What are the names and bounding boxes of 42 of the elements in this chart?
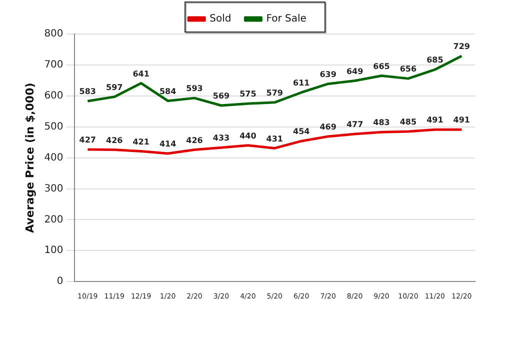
y-tick-label: 400: [44, 152, 64, 164]
data-label: 611: [293, 78, 310, 88]
data-label: 649: [346, 66, 364, 76]
data-label: 440: [240, 132, 257, 140]
data-label: 639: [320, 70, 337, 79]
data-label: 584: [159, 86, 177, 96]
data-label: 433: [212, 134, 230, 143]
data-label: 491: [453, 116, 470, 125]
data-label: 569: [212, 92, 230, 101]
data-label: 729: [453, 42, 470, 52]
y-tick-label: 100: [44, 245, 64, 256]
y-axis-title: Average Price (in $,000): [23, 82, 36, 233]
data-label: 685: [426, 56, 444, 65]
data-label: 593: [186, 84, 203, 94]
legend-label: Sold: [210, 14, 232, 25]
data-label: 483: [373, 118, 390, 128]
data-label: 426: [186, 136, 204, 145]
legend-label: For Sale: [266, 14, 306, 25]
data-label: 579: [266, 88, 284, 98]
y-tick-label: 0: [56, 276, 64, 288]
data-label: 641: [132, 69, 150, 78]
data-label: 491: [426, 116, 444, 125]
data-label: 665: [373, 62, 390, 71]
data-label: 454: [293, 127, 310, 136]
data-label: 656: [400, 64, 417, 74]
data-label: 597: [106, 82, 123, 92]
y-tick-label: 800: [44, 28, 64, 40]
data-label: 421: [132, 137, 150, 146]
data-label: 583: [79, 87, 96, 96]
data-label: 485: [400, 118, 417, 127]
data-label: 414: [159, 140, 177, 149]
y-tick-label: 600: [44, 90, 64, 102]
data-label: 469: [320, 122, 337, 132]
y-tick-label: 500: [44, 121, 64, 132]
y-tick-label: 300: [44, 183, 64, 194]
data-label: 427: [79, 136, 96, 145]
data-label: 575: [240, 90, 257, 99]
data-label: 431: [266, 134, 284, 144]
y-tick-label: 700: [44, 60, 64, 71]
data-label: 426: [106, 136, 124, 145]
y-tick-label: 200: [44, 214, 64, 226]
data-label: 477: [346, 120, 364, 130]
